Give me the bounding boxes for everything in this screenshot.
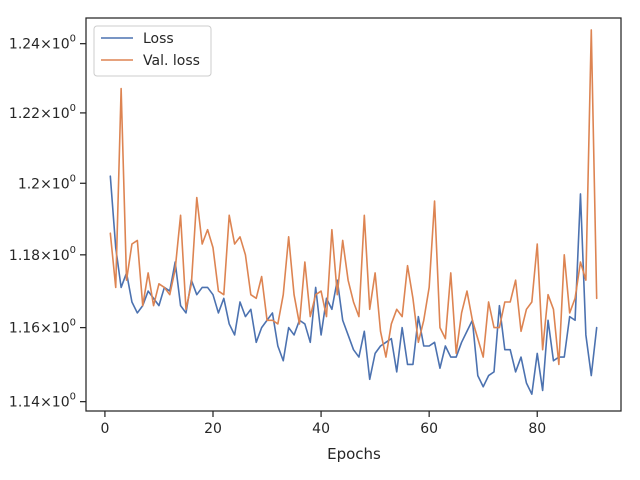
x-axis-ticks: 0 20 40 60 80: [100, 411, 546, 437]
y-axis-ticks: 1.14×100 1.16×100 1.18×100 1.2×100 1.22×100 1…: [9, 34, 86, 411]
x-tick-label: 0: [100, 421, 109, 437]
plot-frame: [85, 17, 622, 412]
x-axis-label: Epochs: [327, 445, 381, 463]
x-tick-label: 80: [528, 421, 546, 437]
y-tick-label: 1.18×100: [9, 245, 76, 264]
x-tick-label: 20: [204, 421, 222, 437]
y-tick-label: 1.24×100: [9, 34, 76, 53]
legend-label-val-loss: Val. loss: [143, 53, 200, 69]
y-tick-label: 1.14×100: [9, 392, 76, 411]
series-layer: [109, 29, 598, 395]
legend-label-loss: Loss: [143, 31, 174, 47]
y-tick-label: 1.22×100: [9, 103, 76, 122]
y-tick-label: 1.16×100: [9, 318, 76, 337]
x-tick-label: 40: [312, 421, 330, 437]
legend: Loss Val. loss: [93, 25, 212, 77]
x-tick-label: 60: [420, 421, 438, 437]
y-tick-label: 1.2×100: [18, 173, 76, 192]
series-line-val-loss: [109, 29, 598, 366]
